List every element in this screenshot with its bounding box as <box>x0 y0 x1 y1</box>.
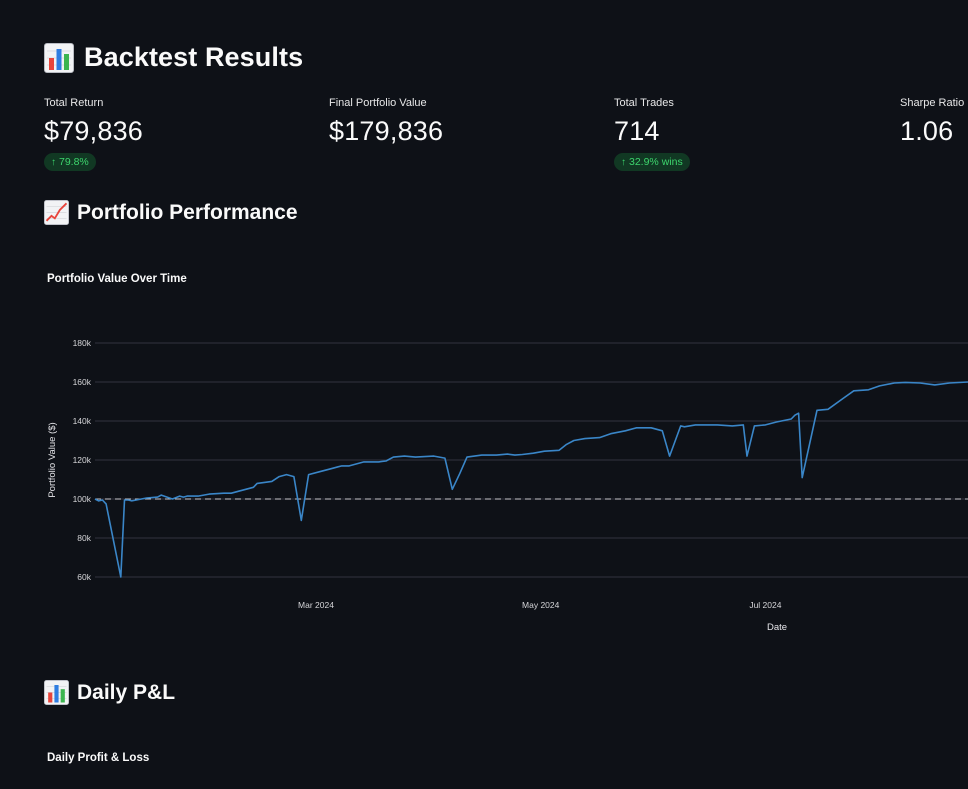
metric-total-trades: Total Trades 714 ↑ 32.9% wins <box>614 97 690 171</box>
section-title-performance: Portfolio Performance <box>44 200 298 225</box>
metric-label: Sharpe Ratio <box>900 97 965 109</box>
chart-title-daily-pnl: Daily Profit & Loss <box>47 752 150 764</box>
section-title-daily-pnl: Daily P&L <box>44 680 175 705</box>
arrow-up-icon: ↑ <box>51 156 56 168</box>
chart-increasing-icon <box>44 200 69 225</box>
y-tick-label: 60k <box>77 572 91 582</box>
metric-label: Final Portfolio Value <box>329 97 427 109</box>
y-axis-ticks: 60k 80k 100k 120k 140k 160k 180k <box>73 338 92 582</box>
y-tick-label: 100k <box>73 494 92 504</box>
y-axis-label: Portfolio Value ($) <box>47 422 58 497</box>
metric-value: $179,836 <box>329 116 444 146</box>
portfolio-value-line <box>94 381 968 578</box>
arrow-up-icon: ↑ <box>621 156 626 168</box>
chart-grid <box>95 342 968 578</box>
bar-chart-icon <box>44 42 74 73</box>
chart-title-portfolio-value: Portfolio Value Over Time <box>47 273 187 285</box>
page-title-text: Backtest Results <box>84 42 304 72</box>
metric-delta-text: 79.8% <box>59 156 89 168</box>
x-tick-label: May 2024 <box>522 600 560 610</box>
metric-sharpe-ratio: Sharpe Ratio 1.06 <box>900 97 964 147</box>
y-tick-label: 140k <box>73 416 92 426</box>
metric-delta-text: 32.9% wins <box>629 156 683 168</box>
metric-value: $79,836 <box>44 116 143 146</box>
y-tick-label: 180k <box>73 338 92 348</box>
x-axis-label: Date <box>767 622 787 633</box>
x-tick-label: Jul 2024 <box>749 600 781 610</box>
x-axis-ticks: Mar 2024 May 2024 Jul 2024 <box>298 600 782 610</box>
section-title-text: Portfolio Performance <box>77 200 298 224</box>
metric-value: 714 <box>614 116 660 146</box>
metric-label: Total Return <box>44 97 104 109</box>
y-tick-label: 80k <box>77 533 91 543</box>
y-tick-label: 120k <box>73 455 92 465</box>
metric-total-return: Total Return $79,836 ↑ 79.8% <box>44 97 143 171</box>
metric-value: 1.06 <box>900 116 954 146</box>
section-title-text: Daily P&L <box>77 680 176 704</box>
metric-delta-badge: ↑ 79.8% <box>44 153 96 171</box>
metric-delta-badge: ↑ 32.9% wins <box>614 153 690 171</box>
x-tick-label: Mar 2024 <box>298 600 334 610</box>
y-tick-label: 160k <box>73 377 92 387</box>
metric-label: Total Trades <box>614 97 674 109</box>
page-title: Backtest Results <box>44 42 303 73</box>
bar-chart-icon <box>44 680 69 705</box>
metric-final-portfolio-value: Final Portfolio Value $179,836 <box>329 97 443 147</box>
portfolio-value-chart: 60k 80k 100k 120k 140k 160k 180k Mar 2024 May 2… <box>47 338 968 633</box>
